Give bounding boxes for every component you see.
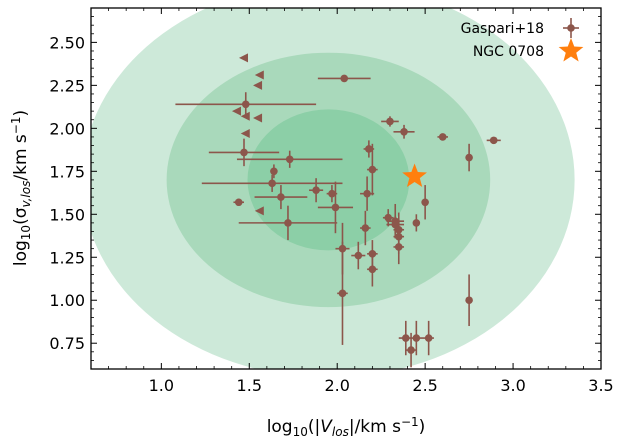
data-point [400,127,408,136]
x-tick-label: 2.0 [324,376,349,395]
data-point [465,296,473,305]
data-point [424,334,433,342]
legend-point-icon [567,24,575,32]
x-tick-label: 2.5 [412,376,437,395]
y-tick-label: 1.75 [49,162,85,181]
data-point [412,219,421,227]
data-point [401,334,410,342]
legend-label-gaspari: Gaspari+18 [461,21,544,37]
data-point [489,136,498,145]
upper-limit-marker [240,111,250,121]
data-point [465,153,473,162]
data-point [361,224,370,232]
y-tick-label: 2.25 [49,76,85,95]
data-point [241,100,250,109]
data-point [270,167,278,176]
y-tick-label: 0.75 [49,334,85,353]
data-point [438,133,447,141]
y-tick-label: 2.50 [49,33,85,52]
legend-label-ngc0708: NGC 0708 [473,44,544,60]
data-point [412,334,421,342]
x-tick-label: 3.0 [500,376,525,395]
data-point [421,198,429,207]
data-point [340,74,349,83]
y-tick-label: 1.00 [49,291,85,310]
data-point [312,186,320,195]
data-point [394,243,403,251]
upper-limit-marker [254,206,264,216]
data-point [234,198,243,207]
data-point [384,213,393,222]
y-axis-label: log10(σv,los/km s−1) [9,110,33,266]
x-tick-label: 1.5 [237,376,262,395]
x-tick-label: 1.0 [149,376,174,395]
upper-limit-marker [231,106,241,116]
ngc0708-star-marker [402,163,427,187]
y-tick-label: 1.25 [49,248,85,267]
legend: Gaspari+18 NGC 0708 [461,18,584,62]
y-tick-label: 1.50 [49,205,85,224]
data-point [407,346,415,354]
x-tick-label: 3.5 [588,376,613,395]
data-point [328,189,336,198]
data-point [240,148,248,157]
data-point [365,145,373,153]
data-point [354,251,363,260]
data-point [386,117,394,126]
upper-limit-marker [253,113,263,123]
data-point [394,225,403,234]
data-point [331,203,340,212]
data-point [394,232,403,241]
data-markers [231,53,498,354]
axis-ticks: 1.0 1.5 2.0 2.5 3.0 3.5 0.75 1.00 1.25 1.50 1.75 2.… [49,7,614,395]
x-axis-label: log10(|Vlos|/km s−1) [267,415,426,439]
data-point [338,244,347,253]
legend-star-icon [558,38,584,62]
upper-limit-marker [253,80,263,90]
y-tick-label: 2.00 [49,119,85,138]
upper-limit-marker [240,128,250,138]
data-point [368,165,377,174]
data-point [268,179,276,188]
data-point [338,289,347,298]
data-point [277,193,285,201]
data-point [368,250,377,258]
data-point [363,189,371,198]
data-point [284,219,292,227]
data-point [368,265,377,274]
upper-limit-marker [239,53,248,63]
upper-limit-marker [254,70,264,80]
data-point [285,155,294,164]
